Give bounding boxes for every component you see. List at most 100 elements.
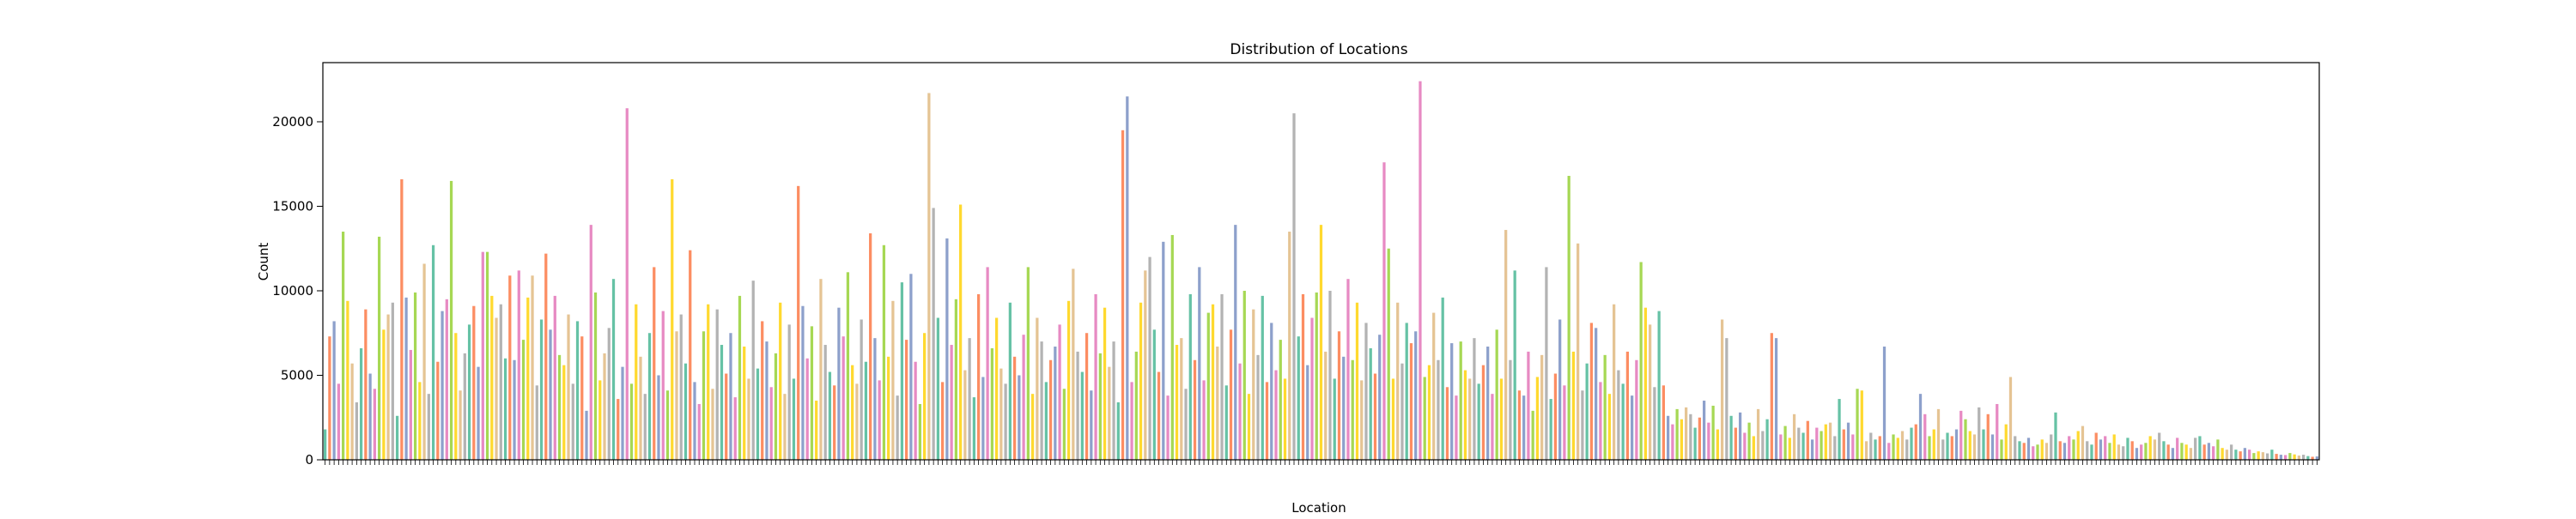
bar: [549, 329, 552, 460]
bar: [1765, 419, 1769, 460]
bar: [2184, 444, 2188, 460]
bar: [1918, 394, 1923, 460]
bar: [1833, 436, 1837, 460]
bar: [882, 244, 886, 460]
bar: [1653, 387, 1656, 460]
bar: [2014, 436, 2017, 460]
bar: [1801, 432, 1805, 460]
bar: [981, 377, 985, 460]
bar: [508, 275, 512, 460]
bar: [535, 385, 538, 460]
bar: [2036, 444, 2039, 460]
bar: [2230, 444, 2233, 460]
bar: [2130, 441, 2134, 460]
bar: [377, 236, 381, 460]
bar: [2216, 439, 2220, 460]
bar: [1892, 434, 1895, 460]
bar: [1044, 382, 1048, 460]
bar: [2054, 412, 2057, 460]
bar: [481, 251, 484, 460]
bar: [2076, 431, 2080, 460]
bar: [2293, 454, 2296, 460]
bar: [941, 382, 945, 460]
bar: [1882, 347, 1886, 460]
bar: [1112, 341, 1115, 460]
bar: [689, 250, 692, 460]
bar: [1184, 389, 1188, 460]
bar: [2266, 453, 2269, 460]
bar: [324, 429, 327, 460]
bar: [2058, 441, 2062, 460]
bar: [1094, 293, 1097, 460]
bar: [841, 336, 845, 460]
bar: [671, 178, 674, 460]
bar: [1229, 329, 1233, 460]
bar: [1545, 267, 1548, 460]
bar: [2207, 443, 2211, 460]
bar: [503, 358, 507, 460]
bar: [2044, 443, 2049, 460]
bar: [2248, 450, 2251, 460]
bar: [1923, 413, 1927, 460]
bar: [539, 319, 544, 460]
bar: [1657, 311, 1661, 460]
bar: [2099, 439, 2103, 460]
bar: [1306, 365, 1309, 460]
bar: [1238, 363, 1242, 460]
bar: [1337, 331, 1341, 460]
bar: [702, 331, 706, 460]
bar: [603, 353, 606, 460]
bar: [346, 300, 349, 460]
bar: [1026, 267, 1030, 460]
bar: [1603, 354, 1607, 460]
bar: [391, 302, 394, 460]
bar: [1856, 389, 1859, 460]
bar: [1139, 302, 1143, 460]
bar: [769, 387, 773, 460]
bar: [2221, 448, 2224, 460]
bar: [994, 317, 999, 460]
bar: [2112, 434, 2116, 460]
bar: [1752, 436, 1755, 460]
bar: [1188, 293, 1192, 460]
bar: [860, 319, 863, 460]
bar: [1954, 429, 1959, 460]
bar: [1972, 434, 1977, 460]
bar: [1018, 375, 1021, 460]
bar: [1905, 439, 1909, 460]
bar: [1360, 380, 1364, 460]
bar: [513, 359, 516, 460]
bar: [639, 356, 642, 460]
bar: [1319, 225, 1323, 460]
bar: [851, 365, 854, 460]
bar: [761, 321, 764, 460]
bar: [1445, 387, 1449, 460]
bar: [819, 279, 823, 460]
bar: [1522, 395, 1526, 460]
bar: [665, 390, 670, 460]
bar: [1770, 333, 1773, 460]
bar: [1662, 385, 1665, 460]
bar: [2117, 444, 2121, 460]
bar: [927, 93, 931, 461]
bar: [1743, 432, 1747, 460]
bar: [2108, 443, 2111, 460]
bar: [1455, 395, 1458, 460]
bar: [1048, 359, 1053, 460]
bar: [1364, 323, 1368, 460]
bar: [1779, 434, 1783, 460]
bar: [1577, 243, 1580, 460]
bar: [2026, 438, 2031, 460]
bar: [679, 314, 683, 460]
bar: [1274, 370, 1278, 460]
bar: [1144, 270, 1147, 460]
bar: [1256, 354, 1260, 460]
bar: [1563, 385, 1566, 460]
bar: [963, 370, 967, 460]
bar: [2202, 444, 2206, 460]
bar: [1134, 351, 1138, 460]
bar: [1008, 302, 1012, 460]
bar: [2198, 436, 2202, 460]
bar: [1671, 424, 1674, 460]
bar: [1242, 290, 1246, 460]
